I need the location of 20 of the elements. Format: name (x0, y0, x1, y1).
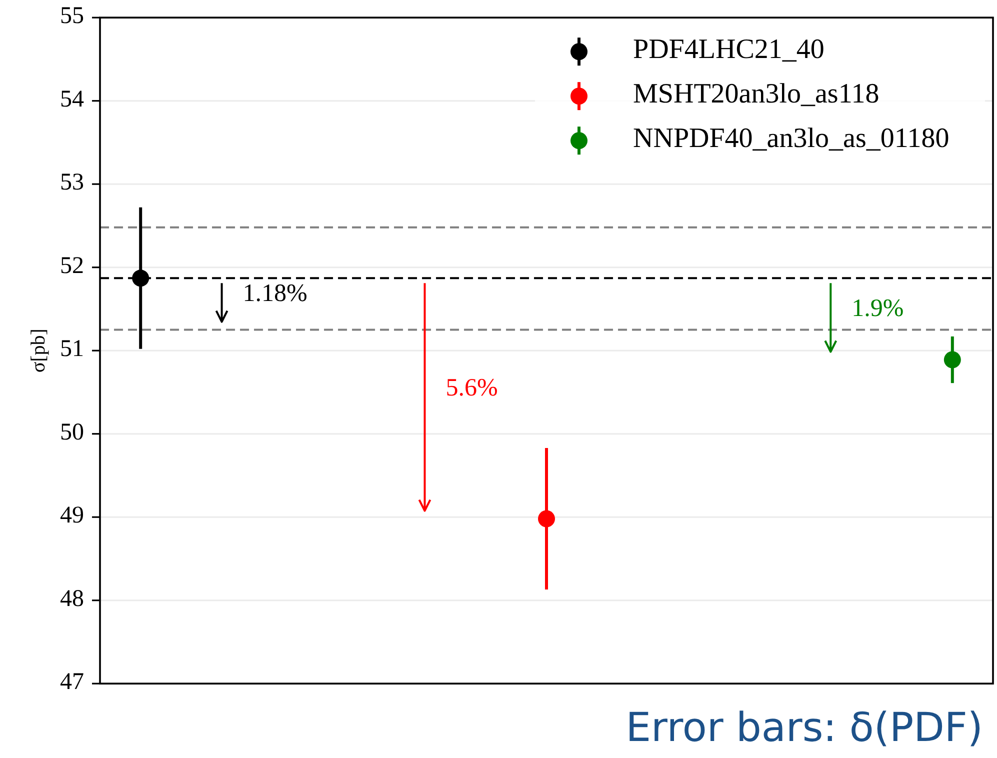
annotation: 5.6% (446, 374, 498, 402)
y-tick-label: 54 (60, 86, 84, 112)
annotation: 1.9% (852, 295, 904, 322)
y-tick-label: 49 (60, 502, 84, 529)
legend-label: NNPDF40_an3lo_as_01180 (633, 123, 950, 154)
y-tick-label: 52 (60, 252, 84, 279)
y-tick-label: 51 (60, 336, 84, 362)
text: Error bars: δ(PDF) (626, 705, 983, 751)
legend-label: PDF4LHC21_40 (633, 34, 824, 66)
y-axis-title: σ[pb] (28, 328, 50, 373)
y-tick-label: 50 (60, 419, 84, 446)
y-tick-label: 53 (60, 170, 84, 196)
y-tick-label: 55 (60, 3, 84, 30)
y-tick-label: 47 (60, 669, 84, 696)
point (944, 351, 961, 368)
point (132, 270, 150, 287)
legend-label: MSHT20an3lo_as118 (633, 78, 880, 110)
annotation: 1.18% (242, 280, 308, 308)
point (538, 510, 555, 528)
y-tick-label: 48 (60, 586, 84, 612)
